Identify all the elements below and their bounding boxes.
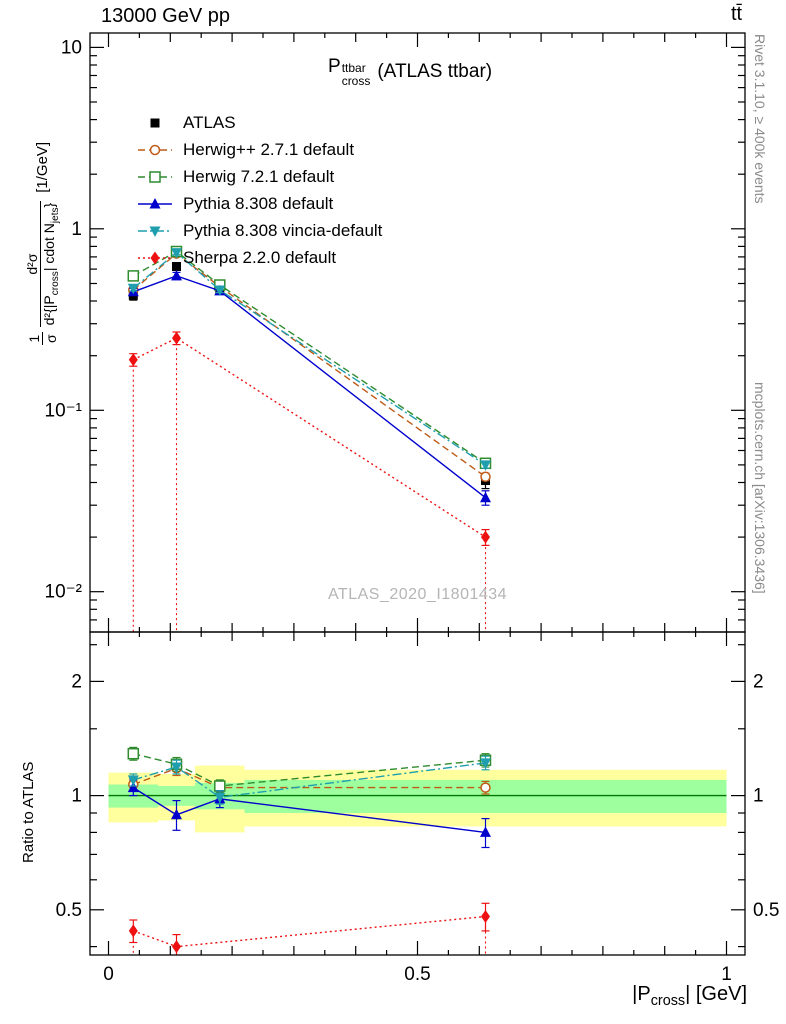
series-sherpa-2-2-0-default-ratio [128,902,490,955]
series-herwig-7-2-1-default-ratio [127,746,492,794]
legend-item-herwig-7-2-1-default: Herwig 7.2.1 default [136,163,382,190]
legend-label: ATLAS [183,112,236,132]
y-main-tick-label: 10 [61,37,82,58]
ratio-axis-title: Ratio to ATLAS [20,761,37,863]
series-sherpa-2-2-0-default-main [128,331,490,632]
series-herwig-2-7-1-default-main [128,248,491,483]
x-tick-label: 0.5 [404,964,430,985]
axis-ticks [90,33,745,955]
title-analysis: (ATLAS ttbar) [377,60,493,82]
tick-labels: 10 1 10⁻¹ 10⁻² 0.5 0.5 1 1 2 2 0 0.5 1 [45,37,780,985]
x-axis-title: |Pcross| [GeV] [632,983,747,1009]
y-axis-units: [1/GeV] [34,141,52,193]
legend-label: Pythia 8.308 default [183,193,334,213]
ratio-tick-label-left: 1 [71,786,82,807]
legend-item-atlas: ATLAS [136,109,382,136]
process-header: tt̄ [731,3,743,25]
ratio-tick-label-right: 2 [753,671,764,692]
series-pythia-8-308-vincia-default-main [127,248,491,471]
series-pythia-8-308-vincia-default-ratio [127,755,491,805]
ratio-tick-label-right: 0.5 [753,900,779,921]
analysis-id-watermark: ATLAS_2020_I1801434 [327,586,508,603]
legend-marker-atlas [150,118,160,127]
y-main-tick-label: 10⁻¹ [45,400,83,421]
legend-marker-pythia-8-308-vincia-default [138,226,172,237]
y-main-tick-label: 10⁻² [45,582,83,603]
legend-label: Sherpa 2.2.0 default [183,247,337,267]
x-tick-label: 0 [103,964,114,985]
ratio-tick-label-right: 1 [753,786,764,807]
legend-label: Pythia 8.308 vincia-default [183,220,383,240]
ratio-tick-label-left: 2 [71,671,82,692]
ratio-series-layer [127,746,492,955]
legend-marker-pythia-8-308-default [138,197,172,208]
rivet-version-note: Rivet 3.1.10, ≥ 400k events [752,34,768,204]
main-series-layer [127,245,492,632]
series-atlas-main [128,262,490,490]
series-herwig-7-2-1-default-main [127,245,492,470]
x-tick-label: 1 [721,964,732,985]
title-superscript: ttbar [341,61,366,75]
y-main-tick-label: 1 [71,219,82,240]
atlas-uncertainty-bands [108,765,727,833]
legend-label: Herwig++ 2.7.1 default [183,139,355,159]
legend-marker-herwig-7-2-1-default [138,170,172,183]
beam-energy-header: 13000 GeV pp [101,5,230,27]
title-subscript: cross [341,73,371,88]
series-pythia-8-308-default-main [127,269,491,506]
legend: ATLAS Herwig++ 2.7.1 default Herwig 7.2.1 … [136,109,382,271]
legend-marker-sherpa-2-2-0-default [138,251,172,264]
legend-marker-herwig-2-7-1-default [138,144,172,155]
d2sigma-fraction: d²σ d²{|Pcross| cdot Njets} [24,200,62,328]
ratio-tick-label-left: 0.5 [56,900,82,921]
legend-item-pythia-8-308-default: Pythia 8.308 default [136,190,382,217]
legend-item-herwig-2-7-1-default: Herwig++ 2.7.1 default [136,136,382,163]
legend-item-sherpa-2-2-0-default: Sherpa 2.2.0 default [136,244,382,271]
legend-item-pythia-8-308-vincia-default: Pythia 8.308 vincia-default [136,217,382,244]
mcplots-attribution-note: mcplots.cern.ch [arXiv:1306.3436] [752,382,768,594]
legend-label: Herwig 7.2.1 default [183,166,335,186]
